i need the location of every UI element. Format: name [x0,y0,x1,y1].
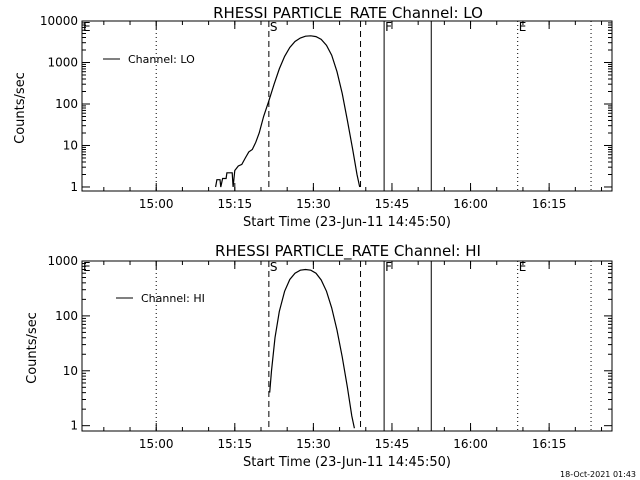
x-tick-label: 15:30 [296,197,331,211]
chart-panel-hi: RHESSI PARTICLE_RATE Channel: HI Start T… [25,242,613,470]
event-marker-label: E [519,260,527,274]
y-tick-label: 100 [55,309,78,323]
x-tick-label: 15:00 [139,197,174,211]
event-marker-label: S [270,20,278,34]
y-tick-label: 10 [63,364,78,378]
event-marker-label: F [385,260,392,274]
x-tick-label: 16:15 [532,437,567,451]
event-marker-label: E [519,20,527,34]
y-axis-label: Counts/sec [13,72,28,144]
y-tick-label: 1000 [47,55,78,69]
series-line [215,35,361,188]
x-tick-label: 15:45 [375,197,410,211]
x-tick-label: 15:00 [139,437,174,451]
x-tick-label: 15:15 [218,197,253,211]
series-line [269,268,355,429]
event-marker-label: E [83,260,91,274]
plot-frame [81,260,613,432]
y-tick-label: 1 [70,180,78,194]
chart-panel-lo: RHESSI PARTICLE_RATE Channel: LO Start T… [13,4,613,230]
event-marker-label: F [385,20,392,34]
event-marker-label: E [83,20,91,34]
x-tick-label: 16:15 [532,197,567,211]
chart-title: RHESSI PARTICLE_RATE Channel: LO [213,4,483,23]
legend-label: Channel: LO [128,53,195,66]
x-tick-label: 15:15 [218,437,253,451]
plot-frame [81,20,613,192]
x-axis-label: Start Time (23-Jun-11 14:45:50) [243,215,451,230]
x-tick-label: 16:00 [453,197,488,211]
y-tick-label: 100 [55,97,78,111]
x-tick-label: 15:45 [375,437,410,451]
y-axis-label: Counts/sec [25,312,40,384]
x-axis-label: Start Time (23-Jun-11 14:45:50) [243,455,451,470]
x-tick-label: 16:00 [453,437,488,451]
legend-label: Channel: HI [141,292,205,305]
x-tick-label: 15:30 [296,437,331,451]
timestamp: 18-Oct-2021 01:43 [560,470,636,479]
y-tick-label: 1 [70,419,78,433]
event-marker-label: S [270,260,278,274]
y-tick-label: 1000 [47,254,78,268]
y-tick-label: 10000 [40,14,78,28]
chart-title: RHESSI PARTICLE_RATE Channel: HI [215,242,481,261]
y-tick-label: 10 [63,138,78,152]
